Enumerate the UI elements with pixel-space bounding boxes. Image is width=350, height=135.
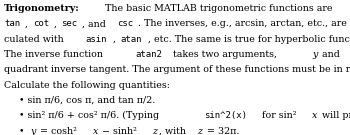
Text: − sinh²: − sinh² xyxy=(99,127,140,135)
Text: The inverse function: The inverse function xyxy=(4,50,106,59)
Text: = 32π.: = 32π. xyxy=(204,127,239,135)
Text: x: x xyxy=(312,111,317,120)
Text: y: y xyxy=(313,50,318,59)
Text: y: y xyxy=(30,127,36,135)
Text: Trigonometry:: Trigonometry: xyxy=(4,4,80,13)
Text: , etc. The same is true for hyperbolic functions.: , etc. The same is true for hyperbolic f… xyxy=(148,35,350,44)
Text: , and: , and xyxy=(82,19,109,28)
Text: and: and xyxy=(319,50,343,59)
Text: sin^2(x): sin^2(x) xyxy=(204,111,247,120)
Text: = cosh²: = cosh² xyxy=(37,127,80,135)
Text: x: x xyxy=(92,127,98,135)
Text: Calculate the following quantities:: Calculate the following quantities: xyxy=(4,81,170,90)
Text: ,: , xyxy=(54,19,60,28)
Text: . The inverses, e.g., arcsin, arctan, etc., are cal-: . The inverses, e.g., arcsin, arctan, et… xyxy=(138,19,350,28)
Text: ,: , xyxy=(25,19,31,28)
Text: will produce an error).: will produce an error). xyxy=(318,111,350,121)
Text: asin: asin xyxy=(85,35,107,44)
Text: for sin²: for sin² xyxy=(259,111,300,120)
Text: z: z xyxy=(152,127,157,135)
Text: z: z xyxy=(197,127,202,135)
Text: culated with: culated with xyxy=(4,35,67,44)
Text: • sin² π/6 + cos² π/6. (Typing: • sin² π/6 + cos² π/6. (Typing xyxy=(19,111,162,121)
Text: cot: cot xyxy=(33,19,49,28)
Text: atan: atan xyxy=(121,35,142,44)
Text: • sin π/6, cos π, and tan π/2.: • sin π/6, cos π, and tan π/2. xyxy=(19,96,155,105)
Text: •: • xyxy=(19,127,28,135)
Text: , with: , with xyxy=(159,127,189,135)
Text: sec: sec xyxy=(61,19,77,28)
Text: takes two arguments,: takes two arguments, xyxy=(170,50,280,59)
Text: quadrant inverse tangent. The argument of these functions must be in radians.: quadrant inverse tangent. The argument o… xyxy=(4,65,350,74)
Text: csc: csc xyxy=(117,19,133,28)
Text: atan2: atan2 xyxy=(136,50,163,59)
Text: ,: , xyxy=(113,35,119,44)
Text: The basic MATLAB trigonometric functions are: The basic MATLAB trigonometric functions… xyxy=(102,4,335,13)
Text: tan: tan xyxy=(4,19,20,28)
